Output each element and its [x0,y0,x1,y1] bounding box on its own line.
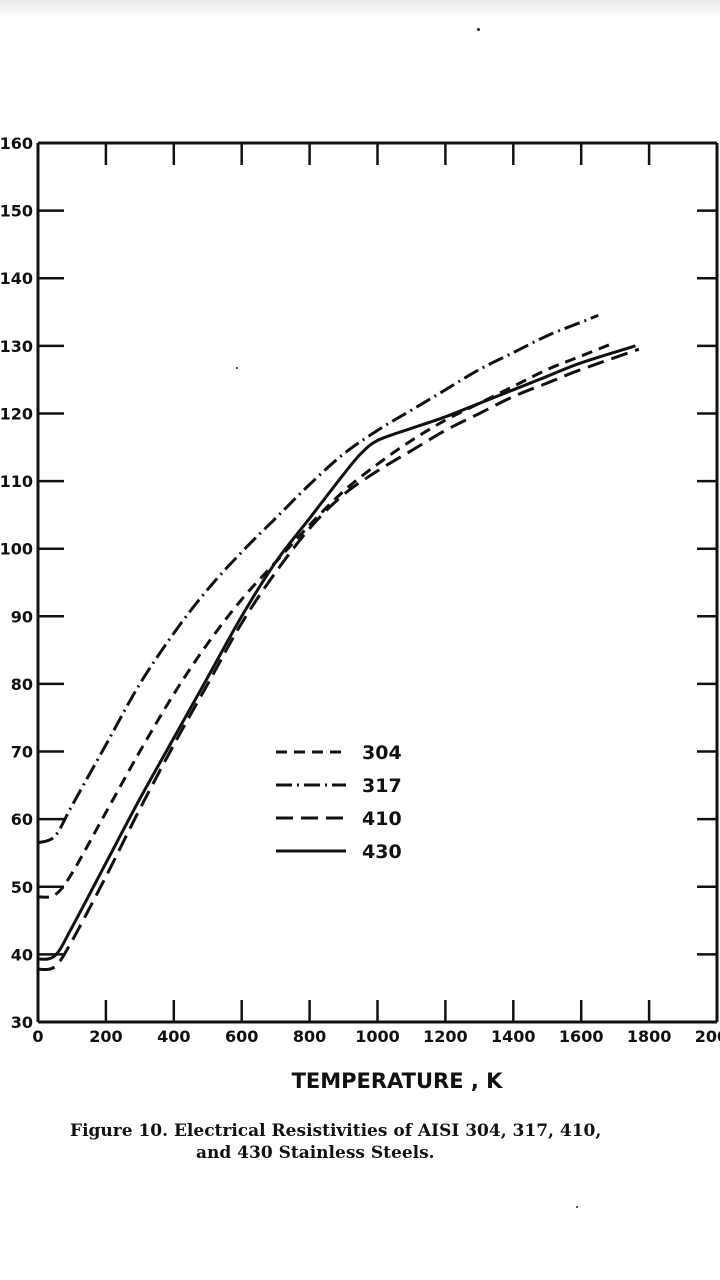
figure-caption: Figure 10. Electrical Resistivities of A… [70,1120,710,1164]
y-tick-label: 100 [0,540,33,559]
x-tick-labels: 0 200 400 600 800 1000 1200 1400 1600 1800 2000 [32,1027,720,1046]
status-bar-strip [0,0,720,18]
series-lines [37,313,640,972]
scan-speck [477,28,480,31]
scan-speck [576,1206,578,1208]
series-line-430 [37,344,636,961]
y-tick-labels: 30 40 50 60 70 80 90 100 110 120 130 140 150 160 [0,134,33,1032]
x-tick-label: 800 [293,1027,326,1046]
y-tick-label: 50 [11,878,33,897]
y-tick-label: 60 [11,810,33,829]
y-tick-label: 40 [11,945,33,964]
resistivity-chart: 30 40 50 60 70 80 90 100 110 120 130 140 150 160 0 200… [0,134,720,1093]
legend-label-317: 317 [362,775,402,797]
series-line-304 [37,341,616,899]
y-tick-label: 160 [0,134,33,153]
tick-marks [36,141,719,1024]
y-tick-label: 70 [11,743,33,762]
legend: 304 317 410 430 [276,742,402,863]
x-tick-label: 1400 [491,1027,536,1046]
legend-label-304: 304 [362,742,402,764]
y-tick-label: 150 [0,202,33,221]
caption-line-1: Figure 10. Electrical Resistivities of A… [70,1121,602,1141]
y-tick-label: 120 [0,404,33,423]
y-tick-label: 130 [0,337,33,356]
series-line-317 [37,313,599,845]
series-line-410 [37,347,640,972]
caption-line-2: and 430 Stainless Steels. [196,1143,435,1163]
y-tick-label: 30 [11,1013,33,1032]
x-tick-label: 2000 [695,1027,720,1046]
y-tick-label: 110 [0,472,33,491]
y-tick-label: 140 [0,269,33,288]
y-tick-label: 80 [11,675,33,694]
x-tick-label: 400 [157,1027,190,1046]
x-tick-label: 1800 [627,1027,672,1046]
y-tick-label: 90 [11,607,33,626]
plot-frame [36,141,719,1024]
x-tick-label: 0 [32,1027,43,1046]
legend-label-430: 430 [362,841,402,863]
scan-speck [236,367,238,369]
legend-label-410: 410 [362,808,402,830]
x-tick-label: 1200 [423,1027,468,1046]
x-tick-label: 1600 [559,1027,604,1046]
x-tick-label: 1000 [355,1027,400,1046]
x-tick-label: 600 [225,1027,258,1046]
x-axis-label: TEMPERATURE , K [292,1069,504,1093]
x-tick-label: 200 [89,1027,122,1046]
